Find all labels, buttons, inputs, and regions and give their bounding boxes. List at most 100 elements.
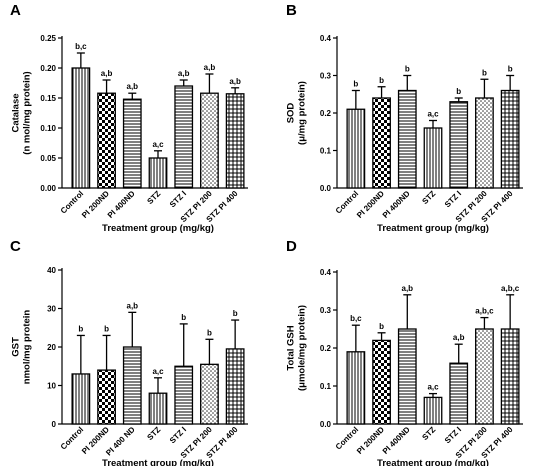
significance-label: b: [353, 80, 358, 89]
significance-label: b: [181, 313, 186, 322]
category-label: STZ: [420, 189, 437, 206]
bar: [372, 97, 391, 189]
bar: [346, 108, 366, 189]
significance-label: a,c: [427, 383, 439, 392]
bar: [225, 93, 245, 189]
y-tick-label: 0.2: [320, 344, 332, 353]
chart-panel-a: A 0.00 0.05 0.10 0.15 0.20 0.25 Catalase (n mol/…: [10, 2, 248, 234]
bar: [475, 97, 494, 189]
significance-label: b: [508, 65, 513, 74]
panel-label: D: [286, 238, 297, 255]
significance-label: b: [482, 68, 487, 77]
significance-label: a,c: [152, 140, 164, 149]
bar: [500, 328, 520, 425]
y-tick-label: 0.05: [40, 154, 56, 163]
category-label: PI 400ND: [106, 189, 137, 220]
y-tick-label: 30: [47, 305, 56, 314]
bar: [449, 101, 469, 189]
category-label: STZ I: [168, 425, 188, 445]
significance-label: a,b: [204, 63, 216, 72]
y-axis-title: (μ/mg protein): [297, 81, 308, 145]
bar: [449, 362, 469, 425]
bar: [174, 365, 194, 425]
bar: [200, 363, 219, 425]
bar: [71, 67, 91, 189]
y-tick-label: 0.4: [320, 34, 332, 43]
bar: [397, 328, 417, 425]
significance-label: a,c: [152, 367, 164, 376]
y-tick-label: 0.00: [40, 184, 56, 193]
bar: [397, 89, 417, 189]
category-label: PI 400ND: [381, 189, 412, 220]
x-axis-title: Treatment group (mg/kg): [102, 458, 214, 466]
significance-label: a,b: [229, 77, 241, 86]
significance-label: a,b: [402, 284, 414, 293]
y-tick-label: 0.15: [40, 94, 56, 103]
y-tick-label: 0.0: [320, 420, 332, 429]
y-tick-label: 10: [47, 382, 56, 391]
y-tick-label: 0: [52, 420, 57, 429]
y-axis-title: Total GSH: [286, 325, 297, 370]
bar: [346, 351, 366, 425]
y-tick-label: 0.20: [40, 64, 56, 73]
significance-label: b: [379, 76, 384, 85]
significance-label: b: [405, 65, 410, 74]
significance-label: a,b,c: [475, 307, 494, 316]
category-label: STZ I: [168, 189, 188, 209]
y-tick-label: 0.1: [320, 382, 332, 391]
y-tick-label: 0.3: [320, 72, 332, 81]
y-axis-title: nmol/mg protein: [22, 310, 33, 385]
y-axis-title: (n mol/mg protein): [22, 71, 33, 154]
significance-label: b: [78, 324, 83, 333]
y-tick-label: 0.2: [320, 109, 332, 118]
bar: [148, 157, 168, 189]
bar: [174, 85, 194, 189]
y-tick-label: 0.25: [40, 34, 56, 43]
bar: [475, 328, 494, 425]
significance-label: b: [104, 324, 109, 333]
y-tick-label: 0.4: [320, 268, 332, 277]
bar: [200, 92, 219, 189]
x-axis-title: Treatment group (mg/kg): [377, 458, 489, 466]
significance-label: a,b: [127, 82, 139, 91]
y-tick-label: 0.0: [320, 184, 332, 193]
bar: [225, 348, 245, 425]
bar: [97, 92, 116, 189]
bar: [122, 98, 142, 189]
significance-label: a,b: [178, 69, 190, 78]
significance-label: b: [233, 309, 238, 318]
bar: [500, 89, 520, 189]
chart-panel-d: D 0.0 0.1 0.2 0.3 0.4 Total GSH (μmole/mg prote…: [286, 238, 523, 469]
category-label: STZ: [145, 425, 162, 442]
y-tick-label: 0.10: [40, 124, 56, 133]
x-axis-title: Treatment group (mg/kg): [102, 223, 214, 234]
y-axis-title: GST: [11, 337, 22, 357]
significance-label: a,b: [101, 69, 113, 78]
panel-label: A: [10, 2, 21, 19]
significance-label: a,c: [427, 110, 439, 119]
panel-label: C: [10, 238, 21, 255]
y-tick-label: 0.3: [320, 306, 332, 315]
y-tick-label: 20: [47, 343, 56, 352]
significance-label: b,c: [350, 314, 362, 323]
bar: [372, 339, 391, 425]
significance-label: a,b: [127, 301, 139, 310]
significance-label: a,b,c: [501, 284, 520, 293]
x-axis-title: Treatment group (mg/kg): [377, 223, 489, 234]
bar: [423, 396, 443, 425]
y-tick-label: 40: [47, 266, 56, 275]
bar: [148, 392, 168, 425]
category-label: STZ I: [443, 189, 463, 209]
bar: [71, 373, 91, 425]
significance-label: b: [207, 328, 212, 337]
panel-label: B: [286, 2, 297, 19]
y-axis-title: (μmole/mg protein): [297, 305, 308, 391]
y-axis-title: Catalase: [11, 93, 22, 132]
significance-label: b: [379, 322, 384, 331]
bar: [423, 127, 443, 189]
significance-label: a,b: [453, 333, 465, 342]
